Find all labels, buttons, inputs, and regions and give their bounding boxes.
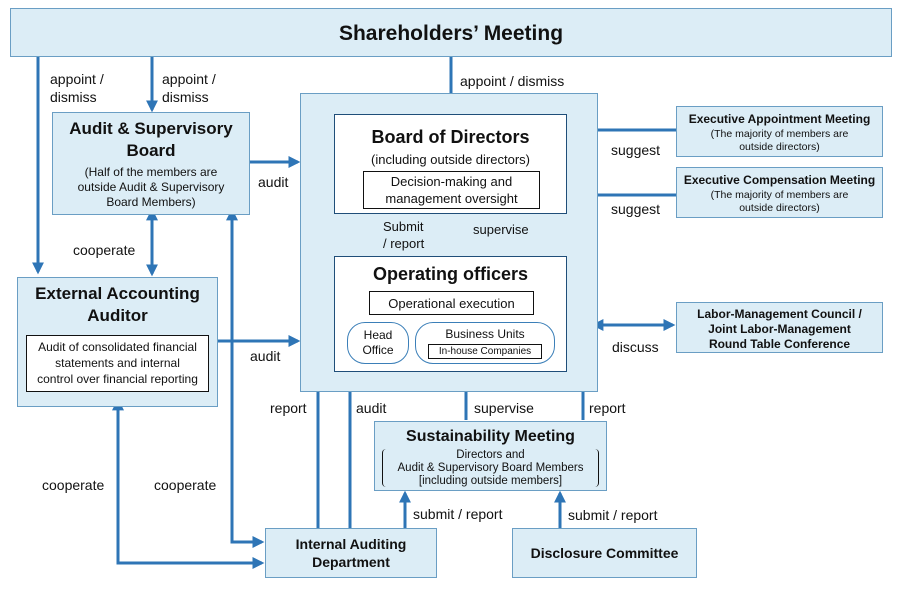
operating-role-box: Operational execution [369,291,534,315]
exec-appoint-desc-2: outside directors) [739,141,820,153]
external-auditor-desc-box: Audit of consolidated financial statemen… [26,335,209,392]
internal-auditing-box: Internal Auditing Department [265,528,437,578]
label-audit-external: audit [250,348,281,364]
shareholders-meeting-box: Shareholders’ Meeting [10,8,892,57]
label-submit: Submit [383,219,424,234]
sustainability-line-2: Audit & Supervisory Board Members [397,462,584,474]
head-office-1: Head [363,328,393,342]
label-appoint-2: appoint / [162,71,216,87]
arrow-cooperate-left [112,398,265,569]
label-suggest-1: suggest [611,142,661,158]
sustainability-meeting-box: Sustainability Meeting Directors and Aud… [374,421,607,491]
labor-line-3: Round Table Conference [708,337,851,351]
exec-comp-desc-2: outside directors) [739,202,820,214]
exec-appoint-title: Executive Appointment Meeting [688,112,871,126]
label-audit-board: audit [258,174,289,190]
business-units-label: Business Units [445,327,525,341]
sustainability-title: Sustainability Meeting [406,428,575,445]
board-subtitle: (including outside directors) [371,152,530,167]
disclosure-committee-box: Disclosure Committee [512,528,697,578]
exec-comp-desc-1: (The majority of members are [710,189,849,201]
label-appoint-dismiss: appoint / dismiss [460,73,565,89]
external-auditor-title-2: Auditor [87,306,148,325]
external-auditor-desc-2: statements and internal [55,356,180,370]
labor-line-2: Joint Labor-Management [708,322,851,336]
label-cooperate-right: cooperate [154,477,217,493]
external-auditor-desc-3: control over financial reporting [37,372,198,386]
label-dismiss-1: dismiss [50,89,97,105]
audit-board-desc-1: (Half of the members are [84,165,218,179]
sustainability-line-3: [including outside members] [418,475,563,487]
audit-supervisory-board-box: Audit & Supervisory Board (Half of the m… [52,112,250,215]
label-audit-internal: audit [356,400,387,416]
label-dismiss-2: dismiss [162,89,209,105]
label-submit-report-2: submit / report [568,507,658,523]
head-office-2: Office [362,343,394,357]
board-role-box: Decision-making and management oversight [363,171,540,209]
head-office-pill: Head Office [347,322,409,364]
internal-audit-2: Department [312,554,390,570]
sustainability-line-1: Directors and [456,449,525,461]
disclosure-title: Disclosure Committee [530,545,679,561]
label-supervise-top: supervise [473,222,529,237]
external-accounting-auditor-box: External Accounting Auditor Audit of con… [17,277,218,407]
label-appoint-1: appoint / [50,71,104,87]
audit-board-desc-3: Board Members) [106,195,196,209]
operating-officers-box: Operating officers Operational execution… [334,256,567,372]
audit-board-desc-2: outside Audit & Supervisory [77,180,225,194]
exec-comp-title: Executive Compensation Meeting [683,173,876,187]
label-supervise-bottom: supervise [474,400,534,416]
executive-appointment-box: Executive Appointment Meeting (The major… [676,106,883,157]
inhouse-companies-box: In-house Companies [428,344,542,359]
audit-board-title-2: Board [126,141,176,160]
external-auditor-title-1: External Accounting [35,284,200,303]
label-submit-report-1: submit / report [413,506,503,522]
labor-management-box: Labor-Management Council / Joint Labor-M… [676,302,883,353]
board-title: Board of Directors [371,127,530,147]
board-role-2: management oversight [385,191,518,206]
sustainability-bracket [382,449,599,487]
shareholders-meeting-title: Shareholders’ Meeting [338,22,564,45]
inhouse-companies: In-house Companies [438,346,532,357]
label-report-right: report [589,400,626,416]
label-report-left: report [270,400,307,416]
label-cooperate-mid: cooperate [73,242,136,258]
label-cooperate-left: cooperate [42,477,105,493]
label-suggest-2: suggest [611,201,661,217]
audit-board-title-1: Audit & Supervisory [69,119,233,138]
label-report-slash: / report [383,236,425,251]
internal-audit-1: Internal Auditing [295,536,407,552]
labor-line-1: Labor-Management Council / [697,307,862,321]
label-discuss: discuss [612,339,659,355]
arrow-cooperate-right [226,208,265,548]
exec-appoint-desc-1: (The majority of members are [710,128,849,140]
operating-role: Operational execution [388,296,515,311]
executive-compensation-box: Executive Compensation Meeting (The majo… [676,167,883,218]
board-of-directors-box: Board of Directors (including outside di… [334,114,567,214]
operating-title: Operating officers [372,264,529,284]
board-role-1: Decision-making and [390,174,513,189]
external-auditor-desc-1: Audit of consolidated financial [38,340,197,354]
business-units-pill: Business Units In-house Companies [415,322,555,364]
